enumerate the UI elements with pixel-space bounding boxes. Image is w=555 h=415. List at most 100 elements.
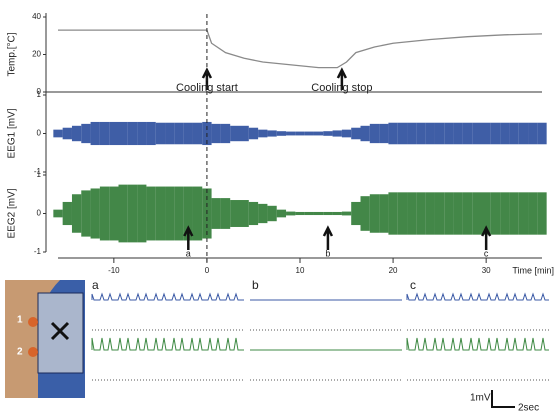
eeg-envelope (193, 123, 202, 145)
eeg-envelope (482, 123, 491, 145)
annotation: c (484, 248, 489, 258)
annotation: a (186, 248, 191, 258)
eeg-envelope (370, 194, 379, 233)
eeg-envelope (174, 123, 183, 145)
eeg-envelope (416, 192, 425, 234)
eeg-envelope (184, 123, 193, 145)
eeg-envelope (267, 206, 276, 221)
eeg-envelope (333, 212, 342, 215)
eeg-envelope (258, 130, 267, 138)
eeg-envelope (500, 123, 509, 145)
eeg-envelope (491, 192, 500, 234)
eeg-envelope (100, 187, 109, 241)
eeg-envelope (407, 123, 416, 145)
example-trace (407, 294, 549, 300)
x-tick-label: 10 (296, 266, 305, 275)
eeg-envelope (351, 202, 360, 225)
eeg-envelope (137, 185, 146, 243)
eeg-envelope (81, 124, 90, 143)
eeg-envelope (63, 202, 72, 225)
eeg-envelope (537, 123, 546, 145)
eeg-envelope (249, 128, 258, 140)
eeg-envelope (472, 123, 481, 145)
eeg-envelope (361, 196, 370, 231)
example-trace (92, 294, 244, 300)
eeg-envelope (277, 131, 286, 136)
eeg-envelope (230, 126, 239, 141)
eeg-envelope (435, 192, 444, 234)
scale-time: 2sec (518, 403, 539, 414)
panel-label: a (92, 278, 99, 292)
eeg-envelope (267, 130, 276, 136)
eeg-envelope (174, 187, 183, 241)
eeg-envelope (509, 123, 518, 145)
eeg-envelope (91, 188, 100, 238)
eeg-envelope (137, 122, 146, 145)
y-tick-label: 40 (32, 12, 41, 21)
electrode-label: 1 (17, 315, 23, 326)
eeg-envelope (230, 200, 239, 227)
eeg-envelope (165, 187, 174, 241)
eeg-envelope (323, 212, 332, 215)
eeg-envelope (128, 122, 137, 145)
eeg-envelope (528, 192, 537, 234)
eeg-envelope (221, 198, 230, 229)
eeg-envelope (472, 192, 481, 234)
eeg-envelope (454, 192, 463, 234)
eeg-envelope (314, 212, 323, 215)
eeg-envelope (109, 187, 118, 241)
eeg-envelope (314, 132, 323, 136)
temperature-line (58, 30, 542, 68)
eeg-envelope (295, 132, 304, 136)
y-tick-label: -1 (34, 247, 42, 256)
y-tick-label: 1 (37, 90, 42, 99)
annotation: Cooling stop (311, 82, 372, 94)
y-tick-label: 20 (32, 50, 41, 59)
eeg-envelope (286, 212, 295, 216)
eeg-envelope (491, 123, 500, 145)
eeg-envelope (379, 124, 388, 143)
scale-bar (492, 390, 515, 407)
eeg-envelope (277, 210, 286, 218)
annotation: b (325, 248, 330, 258)
eeg-envelope (146, 122, 155, 145)
y-tick-label: 0 (37, 129, 42, 138)
panel-label: b (252, 278, 259, 292)
eeg-envelope (305, 132, 314, 136)
example-trace (407, 338, 549, 350)
eeg-envelope (63, 128, 72, 140)
eeg-envelope (258, 204, 267, 223)
example-trace (92, 338, 244, 350)
eeg-envelope (454, 123, 463, 145)
eeg-envelope (463, 192, 472, 234)
eeg-envelope (193, 187, 202, 241)
eeg-envelope (53, 130, 62, 138)
eeg-envelope (323, 131, 332, 136)
eeg-envelope (519, 192, 528, 234)
eeg-envelope (109, 122, 118, 145)
eeg-envelope (249, 202, 258, 225)
brain-image: 1 2 (5, 280, 85, 398)
eeg-envelope (156, 123, 165, 145)
eeg-envelope (212, 124, 221, 143)
eeg-envelope (305, 212, 314, 215)
eeg-envelope (240, 126, 249, 141)
eeg-envelope (379, 194, 388, 233)
eeg-envelope (91, 122, 100, 145)
eeg-envelope (519, 123, 528, 145)
eeg-envelope (528, 123, 537, 145)
eeg-envelope (407, 192, 416, 234)
eeg-envelope (286, 132, 295, 136)
electrode (28, 347, 38, 357)
eeg-envelope (388, 123, 397, 145)
eeg-envelope (119, 185, 128, 243)
x-tick-label: -10 (108, 266, 120, 275)
x-tick-label: 0 (205, 266, 210, 275)
x-tick-label: 30 (482, 266, 491, 275)
eeg-envelope (128, 185, 137, 243)
electrode (28, 317, 38, 327)
eeg-envelope (295, 212, 304, 215)
scale-voltage: 1mV (470, 393, 491, 404)
eeg-envelope (72, 126, 81, 141)
eeg-envelope (165, 123, 174, 145)
